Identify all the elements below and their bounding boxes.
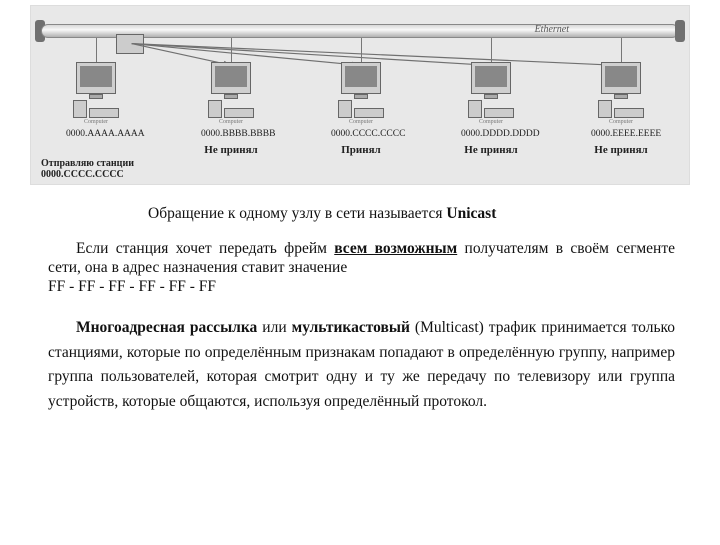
multicast-paragraph: Многоадресная рассылка или мультикастовы… <box>48 316 675 415</box>
keyboard-icon <box>614 108 644 118</box>
receive-status: Не принял <box>461 144 521 156</box>
mac-address: 0000.EEEE.EEEE <box>591 129 651 139</box>
unicast-line: Обращение к одному узлу в сети называетс… <box>48 205 675 223</box>
drop-cable <box>491 38 492 62</box>
computer-label: Computer <box>461 119 521 125</box>
tower-icon <box>468 100 482 118</box>
sending-line2: 0000.CCCC.CCCC <box>41 169 124 180</box>
monitor-stand <box>354 94 368 99</box>
mac-address: 0000.CCCC.CCCC <box>331 129 391 139</box>
broadcast-paragraph: Если станция хочет передать фрейм всем в… <box>48 239 675 278</box>
drop-cable <box>96 38 97 62</box>
receive-status: Принял <box>331 144 391 156</box>
sending-line1: Отправляю станции <box>41 158 134 169</box>
station-0: Computer 0000.AAAA.AAAA <box>66 62 126 144</box>
station-2: Computer 0000.CCCC.CCCC Принял <box>331 62 391 156</box>
text-content: Обращение к одному узлу в сети называетс… <box>0 185 720 415</box>
cable-terminator-right <box>675 20 685 42</box>
tower-icon <box>73 100 87 118</box>
receive-status: Не принял <box>201 144 261 156</box>
monitor-icon <box>76 62 116 94</box>
station-1: Computer 0000.BBBB.BBBB Не принял <box>201 62 261 156</box>
monitor-stand <box>614 94 628 99</box>
sending-caption: Отправляю станции 0000.CCCC.CCCC <box>41 158 134 180</box>
station-3: Computer 0000.DDDD.DDDD Не принял <box>461 62 521 156</box>
computer-label: Computer <box>591 119 651 125</box>
broadcast-mac: FF - FF - FF - FF - FF - FF <box>48 278 675 296</box>
monitor-stand <box>224 94 238 99</box>
monitor-icon <box>211 62 251 94</box>
computer-label: Computer <box>331 119 391 125</box>
receive-status: Не принял <box>591 144 651 156</box>
unicast-term: Unicast <box>446 205 496 222</box>
monitor-icon <box>471 62 511 94</box>
mac-address: 0000.AAAA.AAAA <box>66 129 126 139</box>
monitor-stand <box>484 94 498 99</box>
tower-icon <box>208 100 222 118</box>
keyboard-icon <box>89 108 119 118</box>
drop-cable <box>231 38 232 62</box>
tower-icon <box>598 100 612 118</box>
keyboard-icon <box>484 108 514 118</box>
drop-cable <box>621 38 622 62</box>
computer-label: Computer <box>201 119 261 125</box>
network-diagram: Ethernet Computer 0000.AAAA.AAAA Computer 0… <box>30 5 690 185</box>
drop-cable <box>361 38 362 62</box>
ethernet-label: Ethernet <box>535 24 569 35</box>
station-4: Computer 0000.EEEE.EEEE Не принял <box>591 62 651 156</box>
keyboard-icon <box>224 108 254 118</box>
transceiver-box <box>116 34 144 54</box>
monitor-icon <box>341 62 381 94</box>
mac-address: 0000.DDDD.DDDD <box>461 129 521 139</box>
computer-label: Computer <box>66 119 126 125</box>
monitor-icon <box>601 62 641 94</box>
all-possible: всем возможным <box>334 240 457 257</box>
monitor-stand <box>89 94 103 99</box>
multicast-term2: мультикастовый <box>292 319 410 336</box>
multicast-term1: Многоадресная рассылка <box>76 319 257 336</box>
tower-icon <box>338 100 352 118</box>
keyboard-icon <box>354 108 384 118</box>
mac-address: 0000.BBBB.BBBB <box>201 129 261 139</box>
